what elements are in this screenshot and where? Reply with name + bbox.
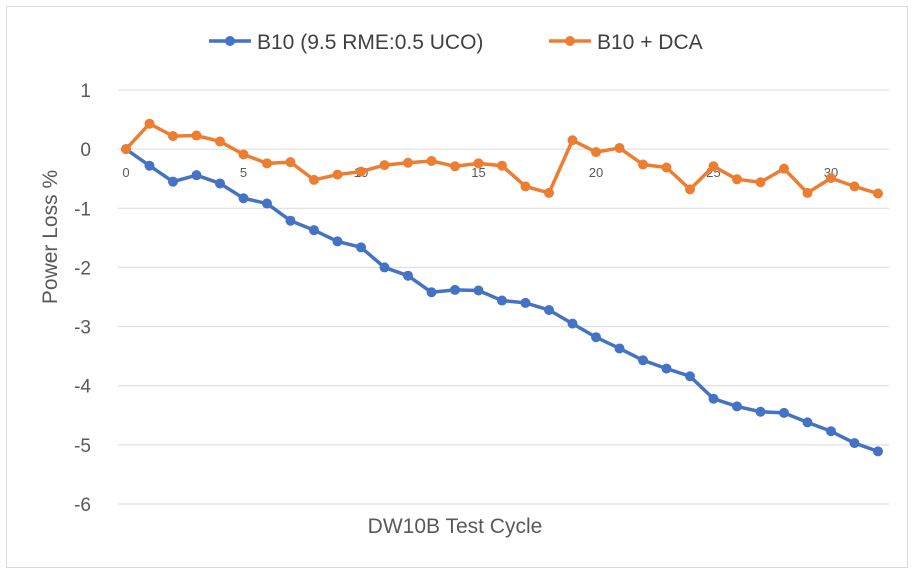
x-tick-label: 15 <box>471 165 485 180</box>
data-point <box>426 287 437 298</box>
data-point <box>450 161 460 172</box>
data-point <box>403 270 413 281</box>
y-tick-label: -5 <box>74 436 91 457</box>
data-point <box>426 155 437 166</box>
y-tick-label: -1 <box>74 199 91 220</box>
line-chart: B10 (9.5 RME:0.5 UCO) B10 + DCA 1 0 -1 -2 -3… <box>39 31 889 538</box>
data-point <box>309 174 319 185</box>
data-point <box>614 142 625 153</box>
data-point <box>873 188 883 199</box>
data-point <box>614 343 625 354</box>
gridlines <box>118 89 889 505</box>
legend: B10 (9.5 RME:0.5 UCO) B10 + DCA <box>209 31 703 54</box>
data-point <box>708 161 719 172</box>
chart-frame: B10 (9.5 RME:0.5 UCO) B10 + DCA 1 0 -1 -2 -3… <box>6 6 908 568</box>
data-point <box>144 160 155 171</box>
y-axis-title: Power Loss % <box>39 170 62 304</box>
data-point <box>826 173 836 184</box>
data-point <box>755 406 766 417</box>
data-point <box>873 446 883 457</box>
legend-marker-series-2 <box>565 36 575 46</box>
y-tick-label: -2 <box>74 258 91 279</box>
data-point <box>262 198 272 209</box>
data-point <box>661 162 672 173</box>
data-point <box>403 157 413 168</box>
data-point <box>191 130 202 141</box>
data-point <box>544 187 554 198</box>
legend-marker-series-1 <box>225 36 235 46</box>
x-tick-label: 0 <box>122 165 129 180</box>
data-point <box>591 332 601 343</box>
data-point <box>238 193 249 204</box>
data-point <box>849 181 860 192</box>
series-group <box>121 118 883 457</box>
data-point <box>191 170 202 181</box>
x-tick-label: 20 <box>589 165 603 180</box>
data-point <box>708 393 719 404</box>
x-axis-title: DW10B Test Cycle <box>368 515 543 538</box>
data-point <box>285 215 296 226</box>
data-point <box>826 426 836 437</box>
data-point <box>567 318 578 329</box>
series-1 <box>121 144 883 457</box>
data-point <box>849 438 860 449</box>
data-point <box>356 166 366 177</box>
y-tick-label: -4 <box>74 377 91 398</box>
data-point <box>285 157 296 168</box>
data-point <box>121 144 131 155</box>
x-tick-label: 5 <box>240 165 247 180</box>
data-point <box>473 158 484 169</box>
data-point <box>497 160 507 171</box>
data-point <box>638 355 648 366</box>
data-point <box>262 158 272 169</box>
data-point <box>802 187 813 198</box>
data-point <box>685 371 695 382</box>
data-point <box>497 295 507 306</box>
data-point <box>685 184 695 195</box>
data-point <box>450 284 460 295</box>
data-point <box>144 118 155 129</box>
legend-label-series-1: B10 (9.5 RME:0.5 UCO) <box>257 31 483 54</box>
y-tick-label: -6 <box>74 495 91 516</box>
data-point <box>332 236 343 247</box>
data-point <box>379 262 390 273</box>
data-point <box>309 225 319 236</box>
series-2 <box>121 118 883 199</box>
y-tick-label: -3 <box>74 318 91 339</box>
data-point <box>638 159 648 170</box>
y-axis-tick-labels: 1 0 -1 -2 -3 -4 -5 -6 <box>74 81 91 516</box>
legend-label-series-2: B10 + DCA <box>597 31 703 54</box>
data-point <box>732 174 742 185</box>
data-point <box>215 136 225 147</box>
data-point <box>732 401 742 412</box>
data-point <box>520 181 531 192</box>
data-point <box>332 169 343 180</box>
data-point <box>520 297 531 308</box>
data-point <box>591 147 601 158</box>
data-point <box>379 160 390 171</box>
data-point <box>168 176 178 187</box>
y-tick-label: 0 <box>80 140 91 161</box>
data-point <box>544 305 554 316</box>
y-tick-label: 1 <box>80 81 91 102</box>
data-point <box>238 149 249 160</box>
data-point <box>661 363 672 374</box>
data-point <box>168 131 178 142</box>
data-point <box>779 163 789 174</box>
data-point <box>755 177 766 188</box>
data-point <box>215 178 225 189</box>
data-point <box>473 285 484 296</box>
data-point <box>802 417 813 428</box>
data-point <box>356 242 366 253</box>
data-point <box>779 407 789 418</box>
data-point <box>567 135 578 146</box>
